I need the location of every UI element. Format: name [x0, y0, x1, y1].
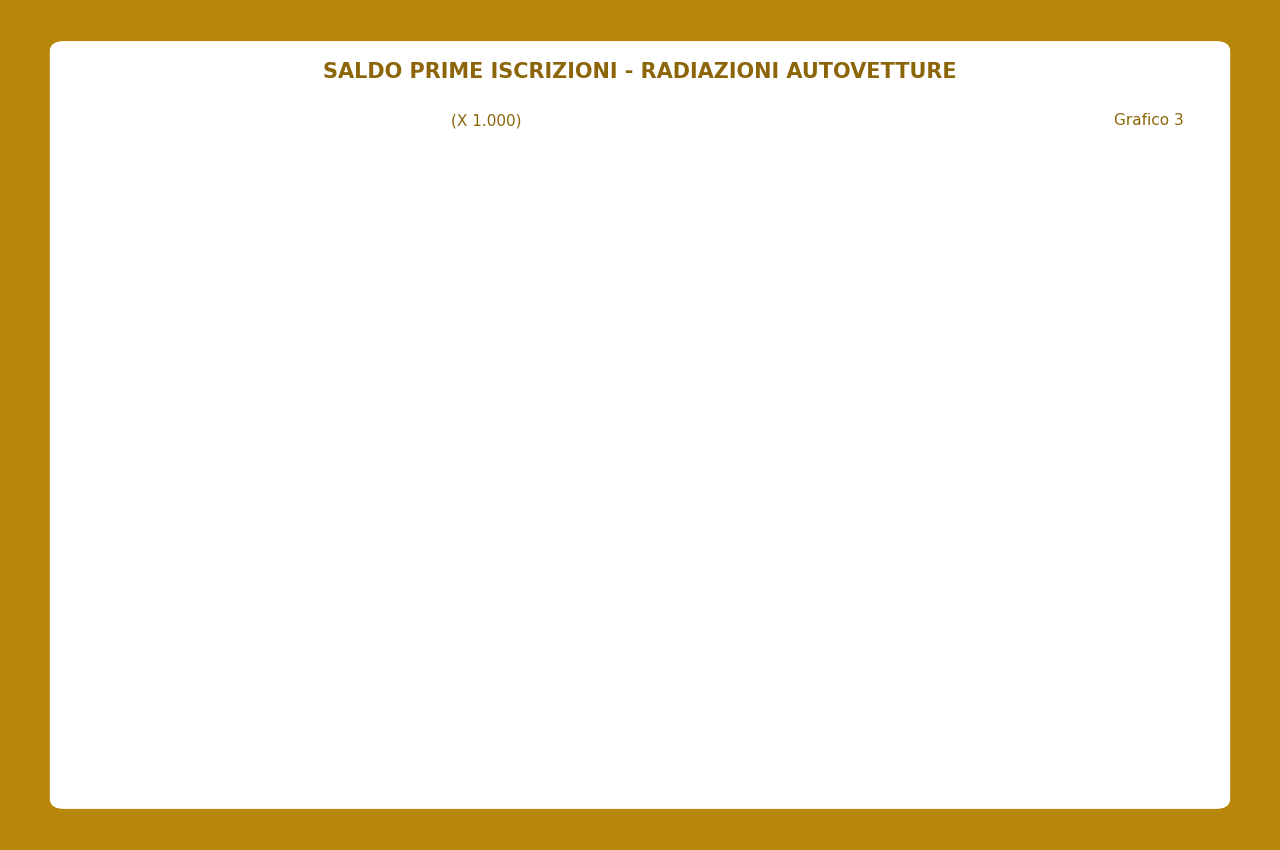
Bar: [861, 596, 891, 646]
Bar: [416, 373, 445, 646]
Bar: [1110, 437, 1139, 646]
Bar: [366, 278, 397, 646]
Bar: [960, 405, 991, 646]
Bar: [1060, 423, 1089, 646]
Bar: [1010, 352, 1039, 646]
Bar: [169, 373, 198, 646]
Bar: [663, 491, 694, 646]
Bar: [515, 483, 545, 646]
Bar: [812, 646, 842, 707]
Text: Grafico 3: Grafico 3: [1115, 113, 1184, 128]
Bar: [268, 462, 297, 646]
Bar: [317, 398, 347, 646]
Bar: [713, 472, 742, 646]
Bar: [564, 443, 594, 646]
Bar: [1158, 580, 1188, 646]
Text: (X 1.000): (X 1.000): [451, 113, 522, 128]
Bar: [466, 358, 495, 646]
Text: SALDO PRIME ISCRIZIONI - RADIAZIONI AUTOVETTURE: SALDO PRIME ISCRIZIONI - RADIAZIONI AUTO…: [323, 62, 957, 82]
Bar: [911, 522, 941, 646]
Bar: [763, 646, 792, 666]
Bar: [614, 530, 644, 646]
Bar: [218, 340, 247, 646]
